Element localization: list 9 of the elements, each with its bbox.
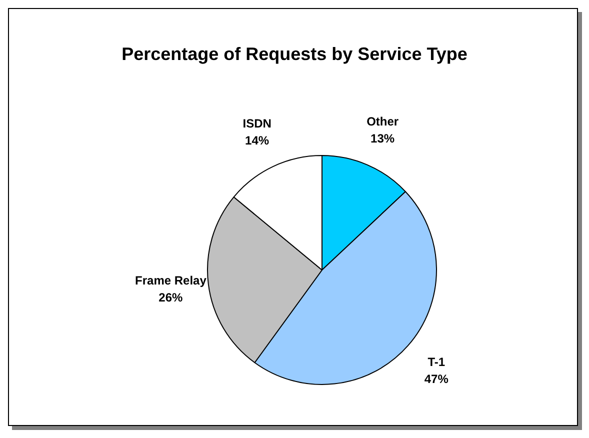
data-label: 13%: [370, 131, 395, 146]
chart-title: Percentage of Requests by Service Type: [120, 44, 468, 65]
data-label: 26%: [158, 290, 184, 304]
slice-label: ISDN: [242, 116, 272, 130]
data-label: 14%: [245, 133, 270, 148]
slice-label: T-1: [428, 355, 446, 370]
data-label: 47%: [424, 372, 449, 386]
slice-label: Frame Relay: [135, 273, 207, 288]
slice-label: Other: [366, 114, 399, 128]
